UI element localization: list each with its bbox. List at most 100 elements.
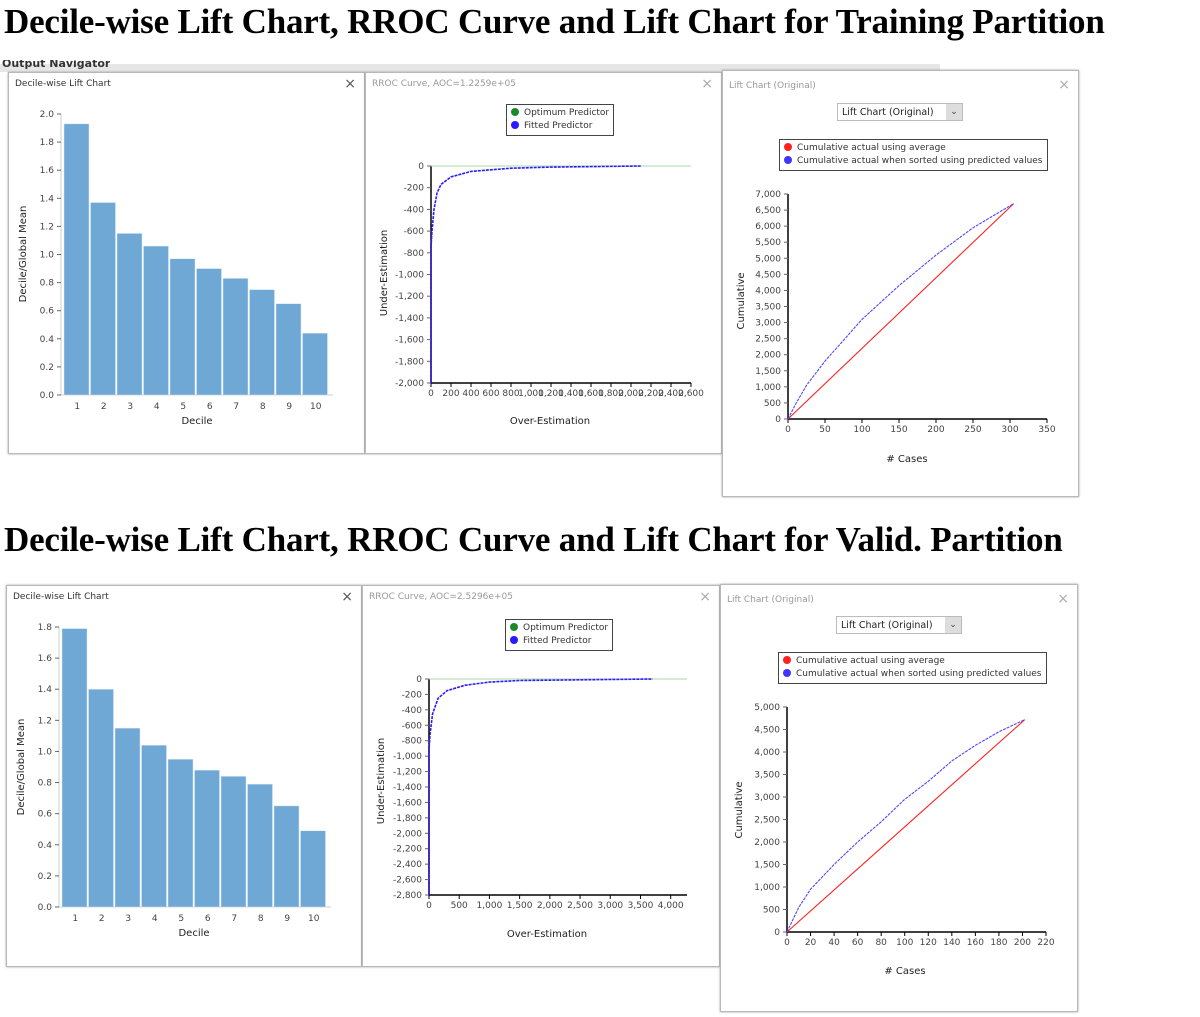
blue-dot-icon bbox=[510, 636, 518, 644]
legend: Optimum Predictor Fitted Predictor bbox=[506, 104, 615, 136]
close-icon[interactable]: × bbox=[701, 76, 713, 92]
y-tick-label: 2.0 bbox=[40, 110, 55, 120]
bar-decile-9 bbox=[273, 805, 300, 908]
x-axis-label: Decile bbox=[178, 928, 209, 939]
y-tick-label: -2,000 bbox=[395, 379, 424, 389]
y-tick-label: -1,400 bbox=[395, 314, 424, 324]
y-tick-label: 0 bbox=[418, 162, 424, 172]
output-navigator-label: Output Navigator bbox=[2, 60, 111, 70]
y-tick-label: 1.0 bbox=[40, 251, 55, 261]
x-axis-label: # Cases bbox=[886, 454, 927, 465]
red-dot-icon bbox=[784, 143, 792, 151]
panel-title: RROC Curve, AOC=1.2259e+05 bbox=[372, 79, 516, 89]
x-tick-label: 2 bbox=[101, 402, 107, 412]
y-tick-label: -200 bbox=[404, 184, 425, 194]
legend: Cumulative actual using average Cumulati… bbox=[778, 652, 1047, 684]
legend-item-fitted: Fitted Predictor bbox=[510, 635, 608, 648]
y-tick-label: 500 bbox=[763, 906, 780, 916]
x-tick-label: 50 bbox=[819, 425, 831, 435]
x-tick-label: 1 bbox=[74, 402, 80, 412]
y-tick-label: 5,000 bbox=[755, 254, 781, 264]
chevron-down-icon[interactable]: ⌄ bbox=[945, 617, 961, 633]
legend-label: Cumulative actual when sorted using pred… bbox=[797, 156, 1043, 166]
series-line-cumulative-actual-when-sorted-using-predicted-values bbox=[786, 719, 1026, 933]
y-tick-label: 0 bbox=[775, 415, 781, 425]
y-tick-label: -1,600 bbox=[393, 798, 422, 808]
y-tick-label: 2,000 bbox=[755, 351, 781, 361]
y-tick-label: 3,500 bbox=[754, 771, 780, 781]
x-tick-label: 2,000 bbox=[618, 389, 644, 399]
y-tick-label: -600 bbox=[402, 721, 423, 731]
chevron-down-icon[interactable]: ⌄ bbox=[946, 104, 962, 120]
x-tick-label: 250 bbox=[964, 425, 981, 435]
x-tick-label: 220 bbox=[1037, 938, 1054, 948]
y-axis-label: Under-Estimation bbox=[379, 230, 390, 317]
x-axis-label: Over-Estimation bbox=[507, 929, 587, 940]
chart-type-dropdown[interactable]: Lift Chart (Original) ⌄ bbox=[836, 616, 962, 634]
bar-decile-7 bbox=[222, 278, 249, 396]
x-tick-label: 5 bbox=[180, 402, 186, 412]
y-tick-label: 5,500 bbox=[755, 238, 781, 248]
panel-title: Lift Chart (Original) bbox=[727, 595, 814, 605]
series-line-fitted-predictor bbox=[428, 678, 653, 895]
y-tick-label: -2,400 bbox=[393, 860, 422, 870]
bar-decile-10 bbox=[302, 332, 328, 396]
y-tick-label: 1,500 bbox=[755, 367, 781, 377]
x-tick-label: 4 bbox=[152, 914, 158, 924]
red-dot-icon bbox=[783, 656, 791, 664]
legend-label: Cumulative actual when sorted using pred… bbox=[796, 669, 1042, 679]
y-tick-label: 0.4 bbox=[40, 335, 55, 345]
close-icon[interactable]: × bbox=[699, 589, 711, 605]
series-line-fitted-predictor bbox=[430, 165, 642, 383]
y-tick-label: 3,500 bbox=[755, 303, 781, 313]
y-tick-label: 2,500 bbox=[755, 335, 781, 345]
x-tick-label: 600 bbox=[482, 389, 499, 399]
x-tick-label: 120 bbox=[920, 938, 937, 948]
y-tick-label: 1,500 bbox=[754, 861, 780, 871]
rroc-curve-chart: Over-Estimation Under-Estimation 0 -200 -4… bbox=[376, 675, 687, 940]
x-tick-label: 3 bbox=[127, 402, 133, 412]
x-axis-label: Over-Estimation bbox=[510, 416, 590, 427]
bar-decile-6 bbox=[196, 268, 222, 396]
x-tick-label: 2,200 bbox=[638, 389, 664, 399]
x-axis-label: # Cases bbox=[884, 966, 925, 977]
panel-title: Decile-wise Lift Chart bbox=[15, 79, 111, 89]
bar-decile-8 bbox=[249, 289, 275, 396]
chart-type-dropdown[interactable]: Lift Chart (Original) ⌄ bbox=[837, 103, 963, 121]
x-tick-label: 9 bbox=[286, 402, 292, 412]
legend-label: Optimum Predictor bbox=[524, 108, 610, 118]
rroc-curve-panel-valid: RROC Curve, AOC=2.5296e+05 × Optimum Pre… bbox=[362, 585, 720, 967]
bar-decile-10 bbox=[300, 830, 326, 908]
close-icon[interactable]: × bbox=[1058, 77, 1070, 93]
y-tick-label: 0.2 bbox=[40, 363, 54, 373]
x-tick-label: 4,000 bbox=[658, 901, 684, 911]
y-tick-label: 1.2 bbox=[38, 716, 52, 726]
close-icon[interactable]: × bbox=[341, 589, 353, 605]
x-tick-label: 2,500 bbox=[567, 901, 593, 911]
close-icon[interactable]: × bbox=[1057, 591, 1069, 607]
x-tick-label: 200 bbox=[927, 425, 944, 435]
legend-item-average: Cumulative actual using average bbox=[784, 142, 1043, 155]
y-tick-label: -1,800 bbox=[395, 357, 424, 367]
x-tick-label: 6 bbox=[205, 914, 211, 924]
x-tick-label: 400 bbox=[462, 389, 479, 399]
legend-item-fitted: Fitted Predictor bbox=[511, 120, 609, 133]
x-tick-label: 9 bbox=[284, 914, 290, 924]
y-tick-label: 500 bbox=[764, 399, 781, 409]
x-tick-label: 160 bbox=[967, 938, 984, 948]
lift-chart: # Cases Cumulative 05001,0001,5002,0002,… bbox=[736, 190, 1056, 465]
x-tick-label: 5 bbox=[178, 914, 184, 924]
y-tick-label: 4,500 bbox=[755, 270, 781, 280]
y-tick-label: 2,000 bbox=[754, 838, 780, 848]
close-icon[interactable]: × bbox=[344, 76, 356, 92]
y-tick-label: 4,500 bbox=[754, 726, 780, 736]
x-tick-label: 3,500 bbox=[628, 901, 654, 911]
y-axis-label: Cumulative bbox=[736, 272, 747, 329]
bar-decile-3 bbox=[116, 233, 143, 396]
x-tick-label: 3,000 bbox=[597, 901, 623, 911]
y-tick-label: 5,000 bbox=[754, 703, 780, 713]
y-tick-label: 6,500 bbox=[755, 206, 781, 216]
bar-decile-7 bbox=[220, 776, 247, 908]
y-tick-label: -2,000 bbox=[393, 829, 422, 839]
y-axis-label: Decile/Global Mean bbox=[16, 719, 27, 816]
